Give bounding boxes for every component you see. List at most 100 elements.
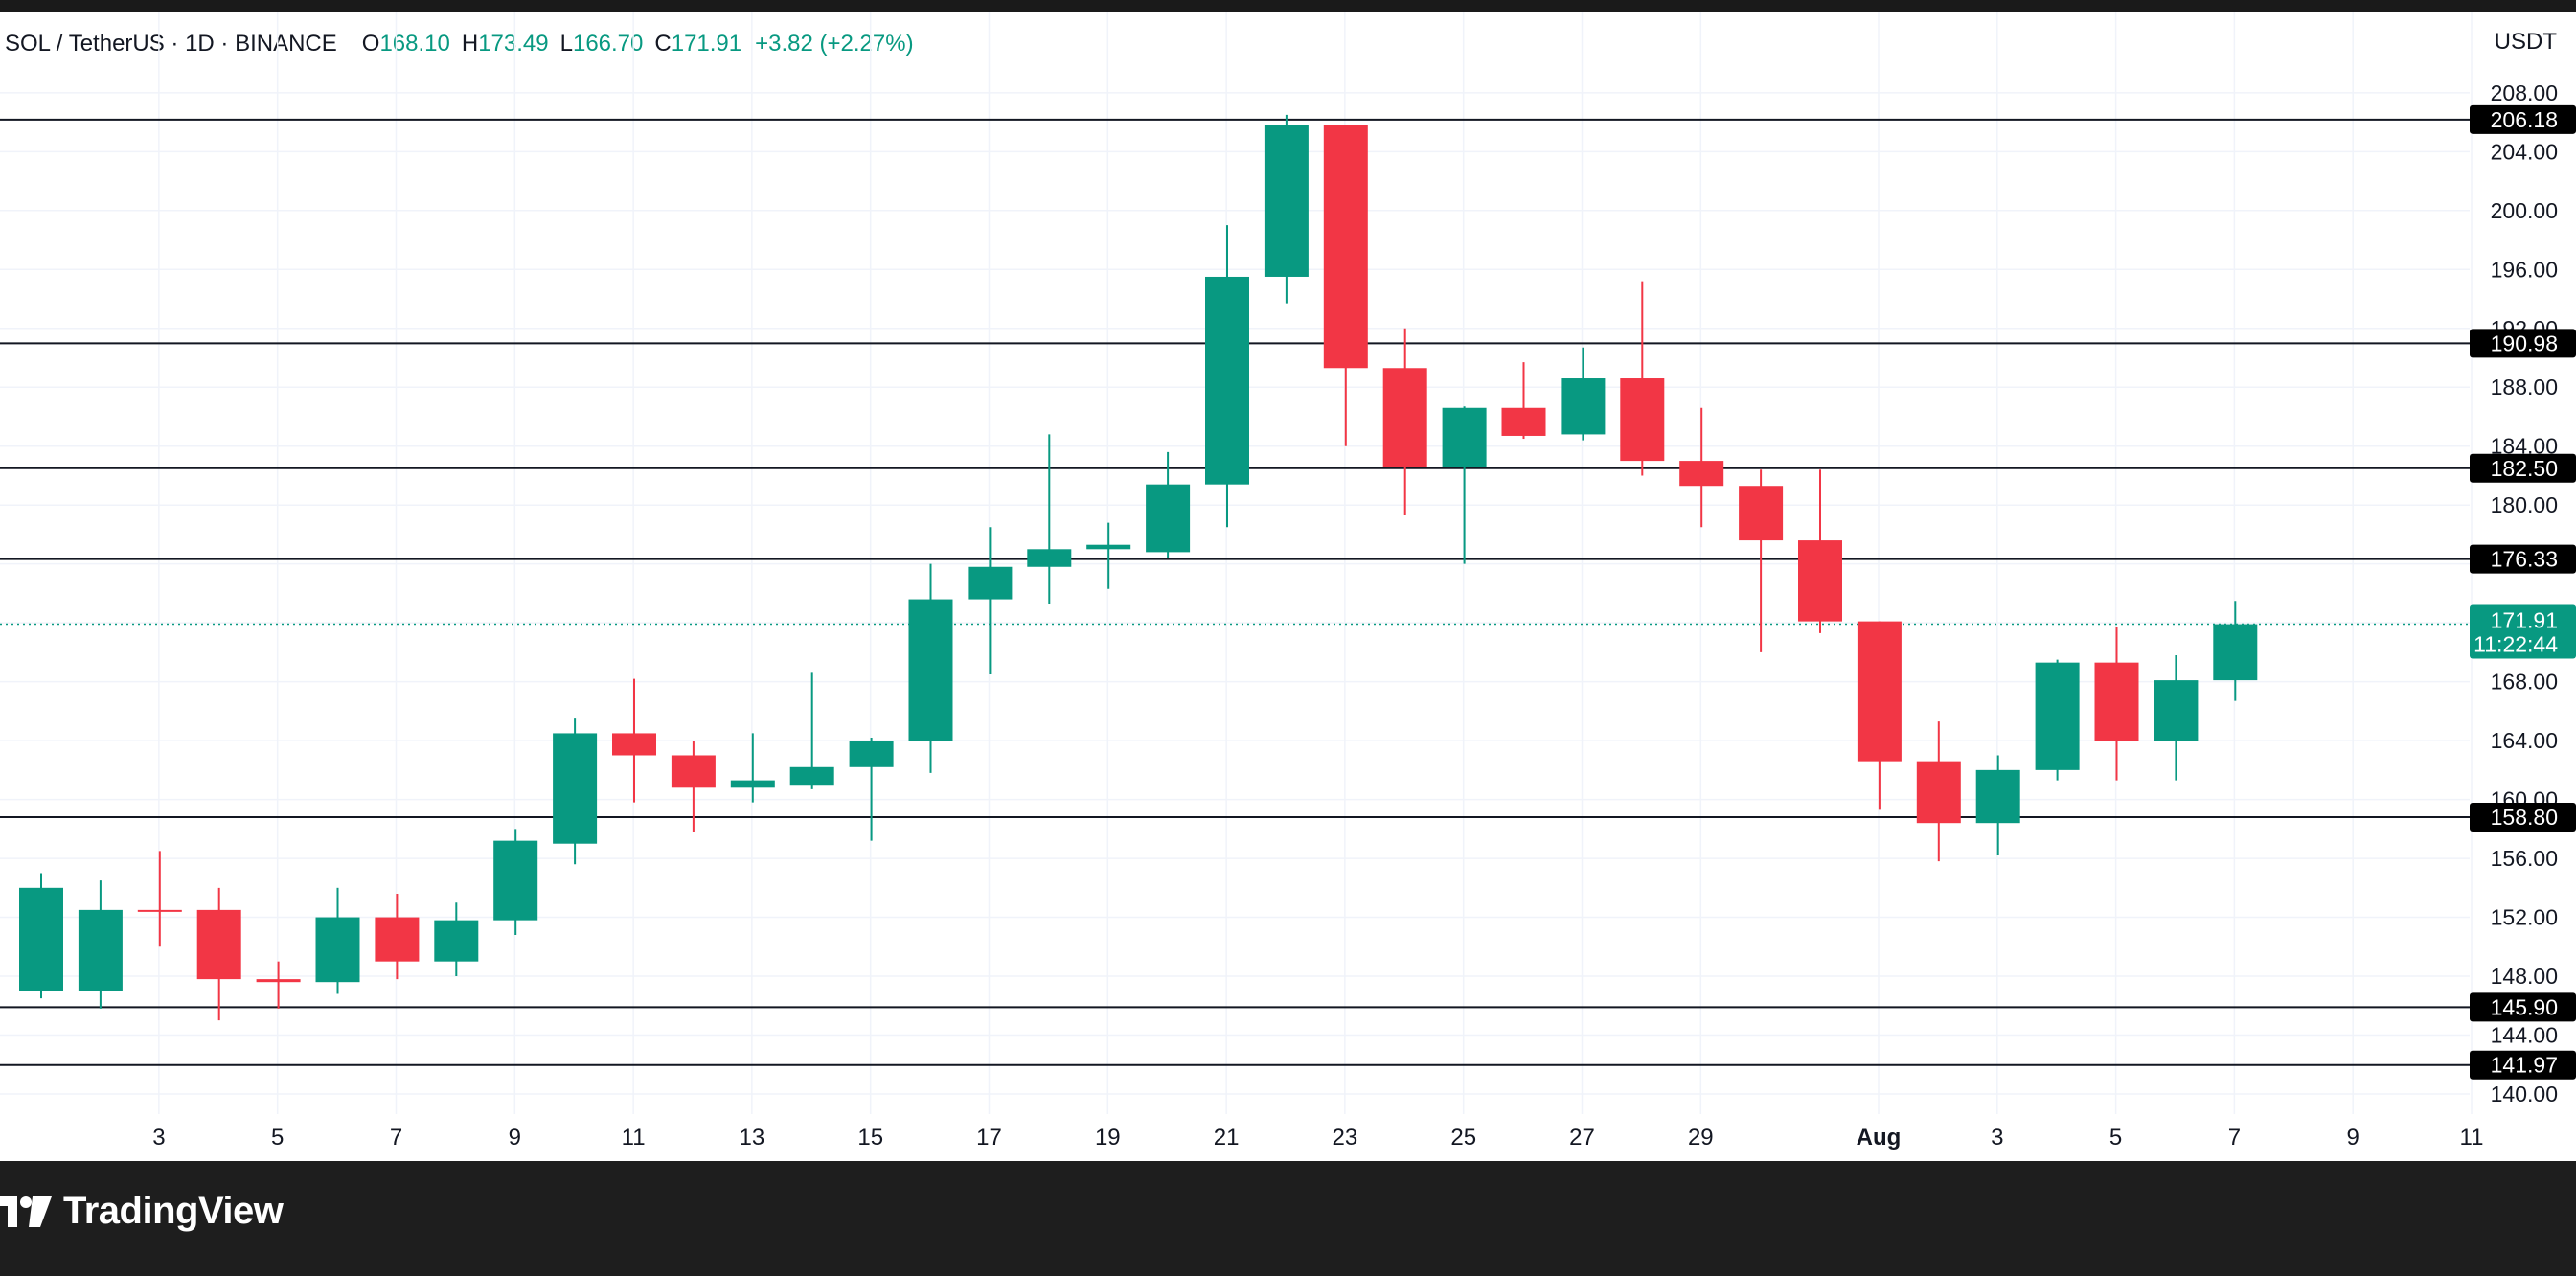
y-tick-label: 152.00 bbox=[2491, 905, 2558, 930]
candle-body[interactable] bbox=[137, 909, 182, 912]
candle-body[interactable] bbox=[1205, 276, 1249, 485]
y-tick-label: 148.00 bbox=[2491, 964, 2558, 989]
x-tick-label: 29 bbox=[1688, 1125, 1714, 1151]
low-value: 166.70 bbox=[572, 31, 644, 57]
x-tick-label: 11 bbox=[622, 1125, 646, 1151]
candle-body[interactable] bbox=[19, 887, 63, 991]
currency-unit[interactable]: USDT bbox=[2494, 29, 2557, 55]
candle-body[interactable] bbox=[612, 733, 656, 756]
price-level-label: 182.50 bbox=[2491, 456, 2558, 481]
x-tick-label: 27 bbox=[1569, 1125, 1595, 1151]
y-tick-label: 204.00 bbox=[2491, 139, 2558, 164]
price-level-label: 176.33 bbox=[2491, 547, 2558, 572]
price-level-label: 141.97 bbox=[2491, 1053, 2558, 1078]
candle-body[interactable] bbox=[1798, 540, 1842, 622]
candle-body[interactable] bbox=[1916, 761, 1961, 824]
x-tick-label: 3 bbox=[152, 1125, 165, 1151]
y-tick-label: 156.00 bbox=[2491, 846, 2558, 871]
x-tick-label: 25 bbox=[1450, 1125, 1476, 1151]
candle-body[interactable] bbox=[671, 755, 716, 788]
price-level-label: 145.90 bbox=[2491, 994, 2558, 1019]
x-tick-label: 3 bbox=[1991, 1125, 2003, 1151]
y-tick-label: 140.00 bbox=[2491, 1082, 2558, 1106]
candle-body[interactable] bbox=[2094, 662, 2139, 741]
candle-body[interactable] bbox=[849, 741, 894, 767]
y-tick-label: 188.00 bbox=[2491, 375, 2558, 399]
candle-body[interactable] bbox=[1679, 461, 1724, 487]
x-tick-label: 5 bbox=[271, 1125, 284, 1151]
high-value: 173.49 bbox=[478, 31, 549, 57]
brand-name: TradingView bbox=[63, 1190, 284, 1232]
top-bar bbox=[0, 0, 2576, 12]
last-price-label: 171.91 bbox=[2491, 608, 2558, 633]
candle-body[interactable] bbox=[375, 917, 420, 962]
candle-body[interactable] bbox=[1975, 769, 2020, 824]
price-level-label-bg bbox=[2470, 453, 2576, 483]
x-tick-label: 17 bbox=[976, 1125, 1002, 1151]
y-tick-label: 168.00 bbox=[2491, 670, 2558, 695]
candle-body[interactable] bbox=[1620, 378, 1665, 462]
close-value: 171.91 bbox=[671, 31, 742, 57]
candle-body[interactable] bbox=[1323, 125, 1368, 369]
x-tick-label: 23 bbox=[1333, 1125, 1358, 1151]
candle-body[interactable] bbox=[256, 979, 301, 983]
candle-body[interactable] bbox=[315, 917, 360, 983]
x-tick-label: 13 bbox=[740, 1125, 765, 1151]
candle-body[interactable] bbox=[1027, 549, 1072, 567]
x-tick-label: 15 bbox=[857, 1125, 883, 1151]
symbol-title[interactable]: SOL / TetherUS · 1D · BINANCE bbox=[5, 31, 337, 57]
price-level-label-bg bbox=[2470, 544, 2576, 574]
change-value: +3.82 (+2.27%) bbox=[755, 31, 914, 57]
x-tick-label: 9 bbox=[2347, 1125, 2359, 1151]
candle-body[interactable] bbox=[1561, 378, 1606, 435]
price-level-label: 158.80 bbox=[2491, 805, 2558, 830]
candle-body[interactable] bbox=[1264, 125, 1309, 277]
y-tick-label: 208.00 bbox=[2491, 80, 2558, 105]
candle-body[interactable] bbox=[1086, 544, 1131, 550]
candle-body[interactable] bbox=[789, 766, 834, 786]
price-level-label: 206.18 bbox=[2491, 107, 2558, 132]
candle-body[interactable] bbox=[553, 733, 598, 844]
y-tick-label: 180.00 bbox=[2491, 492, 2558, 517]
candle-body[interactable] bbox=[493, 840, 538, 921]
price-level-label-bg bbox=[2470, 992, 2576, 1022]
y-tick-label: 164.00 bbox=[2491, 728, 2558, 753]
candle-body[interactable] bbox=[1857, 621, 1902, 762]
footer-bar: TradingView bbox=[0, 1161, 2576, 1276]
low-label: L bbox=[559, 31, 573, 57]
tradingview-logo[interactable]: TradingView bbox=[0, 1190, 284, 1233]
tradingview-logo-icon bbox=[0, 1196, 52, 1227]
candle-body[interactable] bbox=[2213, 624, 2258, 681]
candle-body[interactable] bbox=[1739, 486, 1784, 541]
candle-body[interactable] bbox=[2035, 662, 2080, 770]
candle-body[interactable] bbox=[1382, 368, 1427, 467]
price-level-label-bg bbox=[2470, 803, 2576, 832]
candlestick-chart[interactable]: 140.00144.00148.00152.00156.00160.00164.… bbox=[0, 0, 2576, 1161]
high-label: H bbox=[461, 31, 479, 57]
candle-body[interactable] bbox=[1146, 484, 1191, 553]
open-value: 168.10 bbox=[379, 31, 450, 57]
x-tick-label: 9 bbox=[509, 1125, 521, 1151]
candle-body[interactable] bbox=[968, 566, 1013, 600]
x-tick-label: 7 bbox=[2228, 1125, 2241, 1151]
price-level-label: 190.98 bbox=[2491, 330, 2558, 355]
price-level-label-bg bbox=[2470, 104, 2576, 134]
candle-body[interactable] bbox=[1501, 407, 1546, 436]
x-tick-label: 5 bbox=[2109, 1125, 2122, 1151]
candle-body[interactable] bbox=[78, 909, 123, 991]
candle-body[interactable] bbox=[2154, 680, 2199, 741]
candle-body[interactable] bbox=[908, 599, 953, 741]
open-label: O bbox=[361, 31, 380, 57]
candle-body[interactable] bbox=[730, 780, 775, 788]
candle-body[interactable] bbox=[1442, 407, 1487, 467]
candle-body[interactable] bbox=[434, 920, 479, 962]
x-tick-label: 7 bbox=[390, 1125, 402, 1151]
candle-body[interactable] bbox=[196, 909, 241, 980]
x-tick-label: 19 bbox=[1095, 1125, 1121, 1151]
countdown-label: 11:22:44 bbox=[2473, 632, 2558, 657]
x-tick-label: Aug bbox=[1857, 1125, 1902, 1151]
price-level-label-bg bbox=[2470, 329, 2576, 358]
y-tick-label: 196.00 bbox=[2491, 257, 2558, 282]
x-tick-label: 21 bbox=[1214, 1125, 1240, 1151]
